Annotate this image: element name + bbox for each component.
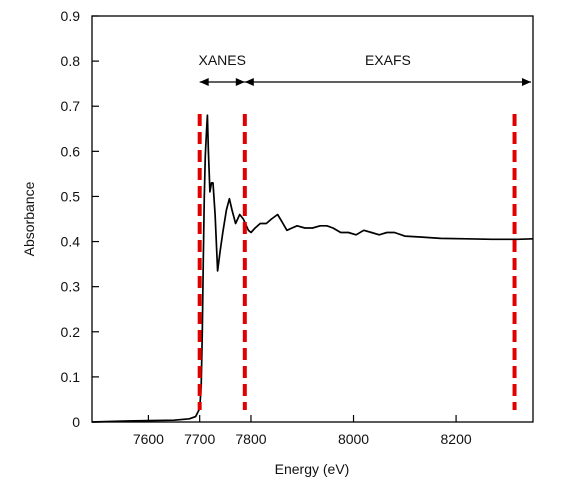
x-axis-title: Energy (eV) [275, 461, 350, 477]
y-tick-label: 0 [72, 414, 80, 430]
region-label: XANES [199, 52, 246, 68]
region-annotations: XANES EXAFS [199, 52, 531, 86]
y-tick-label: 0.2 [61, 324, 81, 340]
x-tick-label: 8000 [338, 431, 369, 447]
arrow-head [522, 78, 531, 86]
y-axis-title: Absorbance [21, 181, 37, 256]
plot-area-border [91, 15, 534, 423]
arrow-head [244, 78, 254, 86]
region-label: EXAFS [365, 52, 411, 68]
arrow-head [235, 78, 245, 86]
arrow-head [199, 78, 209, 86]
series-layer [91, 114, 534, 423]
y-tick-label: 0.1 [61, 369, 81, 385]
x-tick-label: 7600 [133, 431, 164, 447]
x-tick-label: 7800 [235, 431, 266, 447]
y-tick-label: 0.6 [61, 143, 81, 159]
absorbance-series-line [91, 114, 534, 423]
plot-frame [91, 15, 534, 423]
y-tick-label: 0.3 [61, 279, 81, 295]
axis-ticks: 0 0.1 0.2 0.3 0.4 0.5 0.6 0.7 0.8 0.9 7600 7700 7800… [61, 8, 472, 447]
y-tick-label: 0.8 [61, 53, 81, 69]
x-tick-label: 8200 [441, 431, 472, 447]
y-tick-label: 0.4 [61, 234, 81, 250]
y-tick-label: 0.5 [61, 188, 81, 204]
y-tick-label: 0.9 [61, 8, 81, 24]
y-tick-label: 0.7 [61, 98, 81, 114]
reference-lines [197, 114, 517, 410]
x-tick-label: 7700 [184, 431, 215, 447]
